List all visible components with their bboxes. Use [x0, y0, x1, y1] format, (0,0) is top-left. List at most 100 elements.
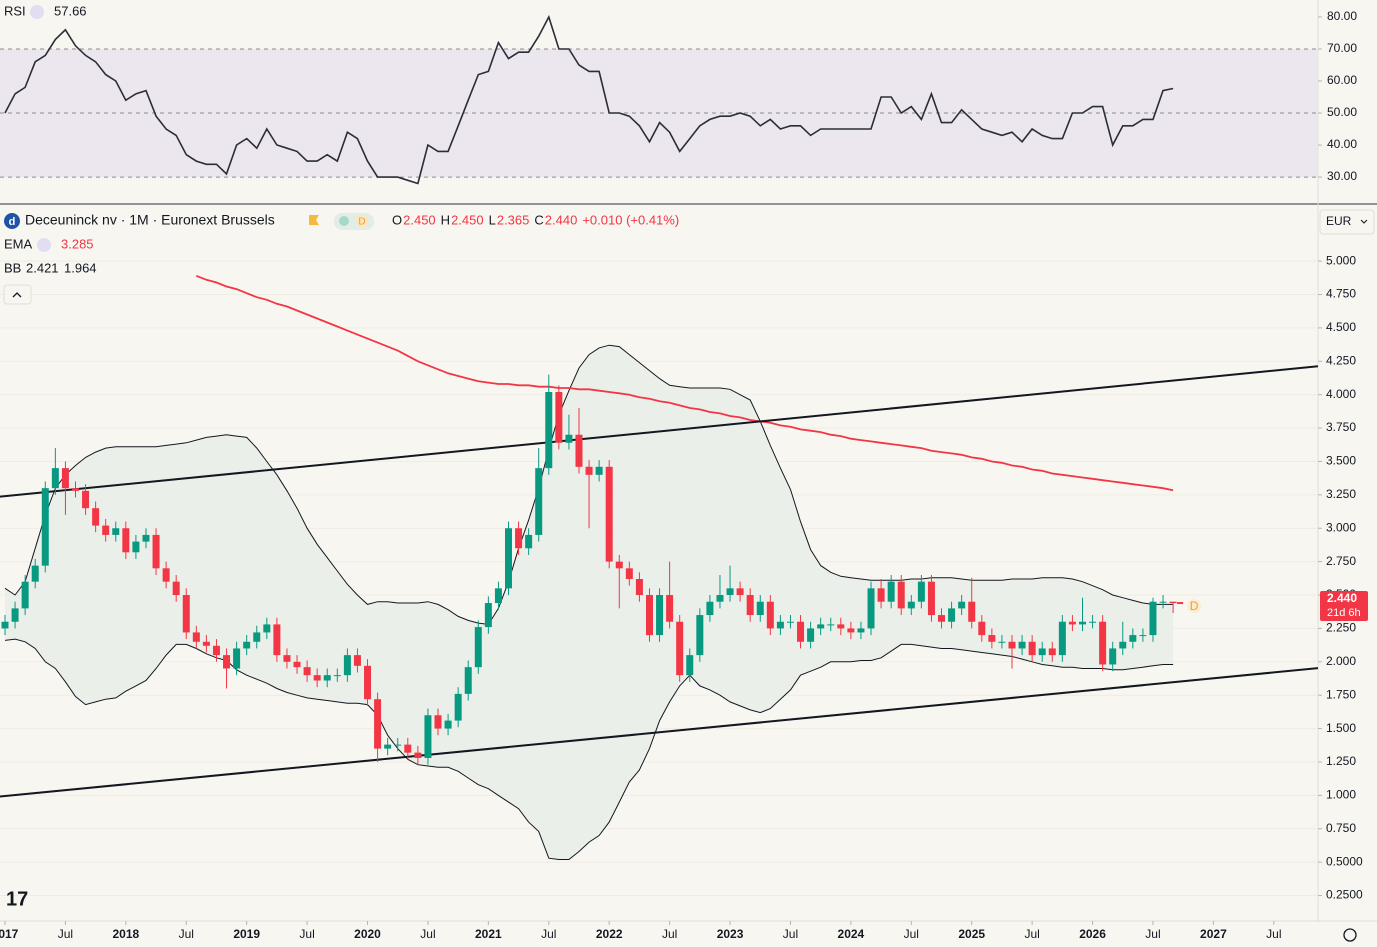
y-tick-label: 2.250 [1326, 621, 1356, 635]
ohlc-key: O [392, 212, 402, 227]
currency: EUR [1326, 214, 1352, 228]
x-tick-label: Jul [662, 927, 677, 941]
bb-lower [4, 638, 1174, 860]
symbol-logo [4, 213, 20, 229]
candle-body [253, 632, 261, 642]
x-tick-label: 2027 [1200, 927, 1227, 941]
tv-logo[interactable]: 17 [6, 888, 28, 910]
x-tick-label: Jul [783, 927, 798, 941]
x-tick-label: Jul [1024, 927, 1039, 941]
candle-body [716, 595, 724, 602]
candle-body [1028, 641, 1036, 656]
candle-body [474, 627, 482, 668]
candle-body [817, 624, 825, 629]
x-tick-label: 2017 [0, 927, 19, 941]
candle-body [656, 595, 664, 636]
candle-body [424, 715, 432, 758]
candle-body [797, 621, 805, 642]
candle-body [303, 667, 311, 676]
x-tick-label: 2021 [475, 927, 502, 941]
candle-body [776, 621, 784, 629]
candle-body [82, 490, 90, 509]
trend-line [0, 667, 1318, 798]
x-tick-label: Jul [541, 927, 556, 941]
candle-body [867, 588, 875, 629]
candle-body [756, 601, 764, 616]
candle-body [917, 581, 925, 602]
candle-body [192, 632, 200, 642]
rsi-value: 57.66 [54, 3, 87, 18]
collapse-button[interactable] [3, 284, 32, 305]
candle-body [71, 488, 79, 491]
candle-body [907, 601, 915, 609]
session-marker: D [1190, 599, 1199, 613]
candle-body [142, 534, 150, 542]
y-tick-label: 0.750 [1326, 821, 1356, 835]
ohlc-key: C [534, 212, 543, 227]
candle-body [353, 655, 361, 666]
currency-chevron [1360, 219, 1368, 224]
rsi-pane [0, 14, 1318, 185]
candle-body [21, 581, 29, 609]
candle-body [786, 621, 794, 623]
ohlc-value: 2.440 [545, 212, 578, 227]
currency-button[interactable] [1319, 209, 1375, 235]
price-pane [0, 260, 1318, 897]
rsi-tick-label: 50.00 [1327, 105, 1357, 119]
flag-icon[interactable] [309, 215, 319, 225]
x-tick-label: 2022 [596, 927, 623, 941]
candle-body [182, 595, 190, 633]
rsi-icon[interactable] [30, 5, 44, 19]
y-tick-label: 5.000 [1326, 253, 1356, 267]
y-tick-label: 3.000 [1326, 520, 1356, 534]
candle-body [374, 699, 382, 749]
candle-body [384, 744, 392, 749]
bb-upper-value: 2.421 [26, 260, 59, 275]
status-d-circle [356, 215, 368, 227]
candle-body [494, 588, 502, 604]
symbol-title: Deceuninck nv · 1M · Euronext Brussels [25, 212, 275, 228]
candle-body [998, 641, 1006, 643]
y-tick-label: 1.750 [1326, 687, 1356, 701]
rsi-tick-label: 70.00 [1327, 41, 1357, 55]
candle-body [827, 624, 835, 626]
candle-body [454, 693, 462, 721]
candle-body [102, 525, 110, 535]
y-tick-label: 4.250 [1326, 353, 1356, 367]
candle-body [1018, 641, 1026, 649]
candle-body [897, 581, 905, 609]
candle-body [313, 675, 321, 681]
x-tick-label: 2019 [233, 927, 260, 941]
candle-body [202, 641, 210, 646]
candle-body [1139, 635, 1147, 637]
y-tick-label: 4.750 [1326, 287, 1356, 301]
settings-icon[interactable] [1343, 928, 1357, 942]
y-tick-label: 1.000 [1326, 788, 1356, 802]
x-tick-label: Jul [1145, 927, 1160, 941]
candle-body [968, 601, 976, 622]
x-tick-label: 2025 [958, 927, 985, 941]
candle-body [394, 744, 402, 746]
bb-fill [5, 345, 1174, 860]
axes: 80.00 70.00 60.00 50.00 40.00 30.00 5.000 4.750… [0, 9, 1363, 941]
candle-body [132, 541, 140, 553]
y-tick-label: 2.000 [1326, 654, 1356, 668]
x-tick-label: Jul [1266, 927, 1281, 941]
candle-body [263, 624, 271, 633]
candle-body [92, 508, 100, 526]
change: +0.010 (+0.41%) [582, 212, 679, 227]
candle-body [464, 667, 472, 694]
ema-icon[interactable] [37, 238, 51, 252]
y-tick-label: 2.750 [1326, 554, 1356, 568]
rsi-line [4, 14, 1174, 185]
candle-body [857, 628, 865, 633]
candle-body [515, 528, 523, 549]
candle-body [283, 655, 291, 662]
ema-value: 3.285 [61, 236, 94, 251]
ohlc-value: 2.450 [451, 212, 484, 227]
candle-body [555, 391, 563, 443]
candle-body [565, 434, 573, 443]
bb-upper [4, 344, 1174, 625]
candle-body [112, 528, 120, 535]
candle-body [212, 645, 220, 656]
